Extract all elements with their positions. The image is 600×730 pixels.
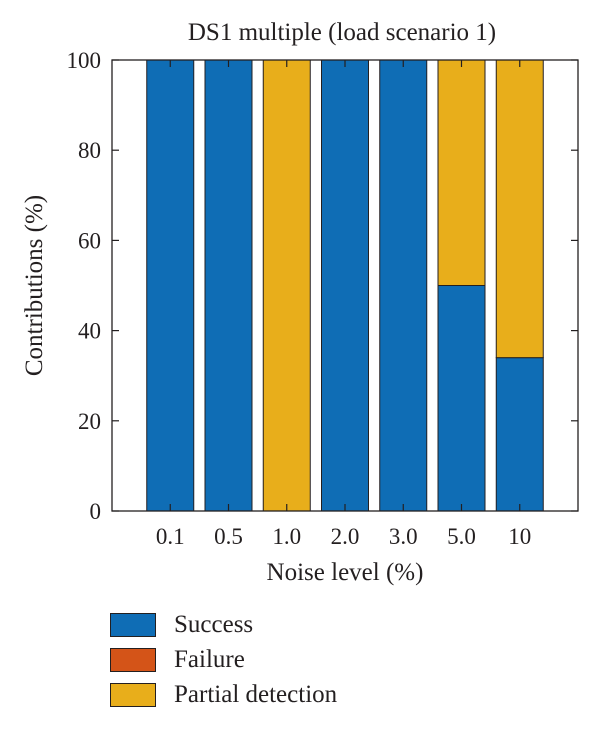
legend-label-failure: Failure bbox=[174, 645, 245, 673]
x-tick-label: 1.0 bbox=[272, 524, 301, 549]
x-tick-label: 5.0 bbox=[447, 524, 476, 549]
legend-item-success: Success bbox=[110, 607, 337, 642]
bar-success-0-5 bbox=[204, 59, 253, 512]
y-axis: 0 20 40 60 80 100 bbox=[67, 48, 578, 524]
bar-partial-detection-10 bbox=[495, 59, 544, 359]
y-tick-label: 0 bbox=[90, 499, 102, 524]
legend-label-success: Success bbox=[174, 610, 254, 638]
x-tick-label: 0.5 bbox=[214, 524, 243, 549]
bar-partial-detection-5-0 bbox=[437, 59, 486, 286]
bar-success-3-0 bbox=[379, 59, 428, 512]
y-tick-label: 100 bbox=[67, 48, 102, 73]
legend-item-partial-detection: Partial detection bbox=[110, 677, 337, 712]
x-tick-label: 0.1 bbox=[156, 524, 185, 549]
bar-success-0-1 bbox=[146, 59, 195, 512]
y-tick-label: 60 bbox=[78, 228, 101, 253]
x-tick-label: 3.0 bbox=[389, 524, 418, 549]
x-tick-label: 10 bbox=[508, 524, 531, 549]
bar-success-5-0 bbox=[437, 285, 486, 512]
y-tick-label: 80 bbox=[78, 138, 101, 163]
bars-layer bbox=[146, 59, 544, 512]
y-axis-label: Contributions (%) bbox=[21, 195, 48, 376]
legend-swatch-partial-detection bbox=[110, 682, 156, 707]
x-tick-label: 2.0 bbox=[331, 524, 360, 549]
chart: DS1 multiple (load scenario 1) 0 20 40 60 80… bbox=[21, 19, 579, 586]
legend-label-partial-detection: Partial detection bbox=[174, 680, 338, 708]
y-tick-label: 20 bbox=[78, 409, 101, 434]
chart-title: DS1 multiple (load scenario 1) bbox=[188, 19, 496, 46]
y-tick-label: 40 bbox=[78, 319, 101, 344]
x-axis: 0.1 0.5 1.0 2.0 3.0 5.0 10 bbox=[156, 60, 531, 549]
bar-partial-detection-1-0 bbox=[262, 59, 311, 512]
legend-swatch-success bbox=[110, 612, 156, 637]
bar-success-2-0 bbox=[321, 59, 369, 512]
x-axis-label: Noise level (%) bbox=[267, 559, 424, 586]
legend-swatch-failure bbox=[110, 647, 156, 672]
legend: Success Failure Partial detection bbox=[110, 607, 337, 712]
legend-item-failure: Failure bbox=[110, 642, 337, 677]
bar-success-10 bbox=[495, 357, 544, 512]
